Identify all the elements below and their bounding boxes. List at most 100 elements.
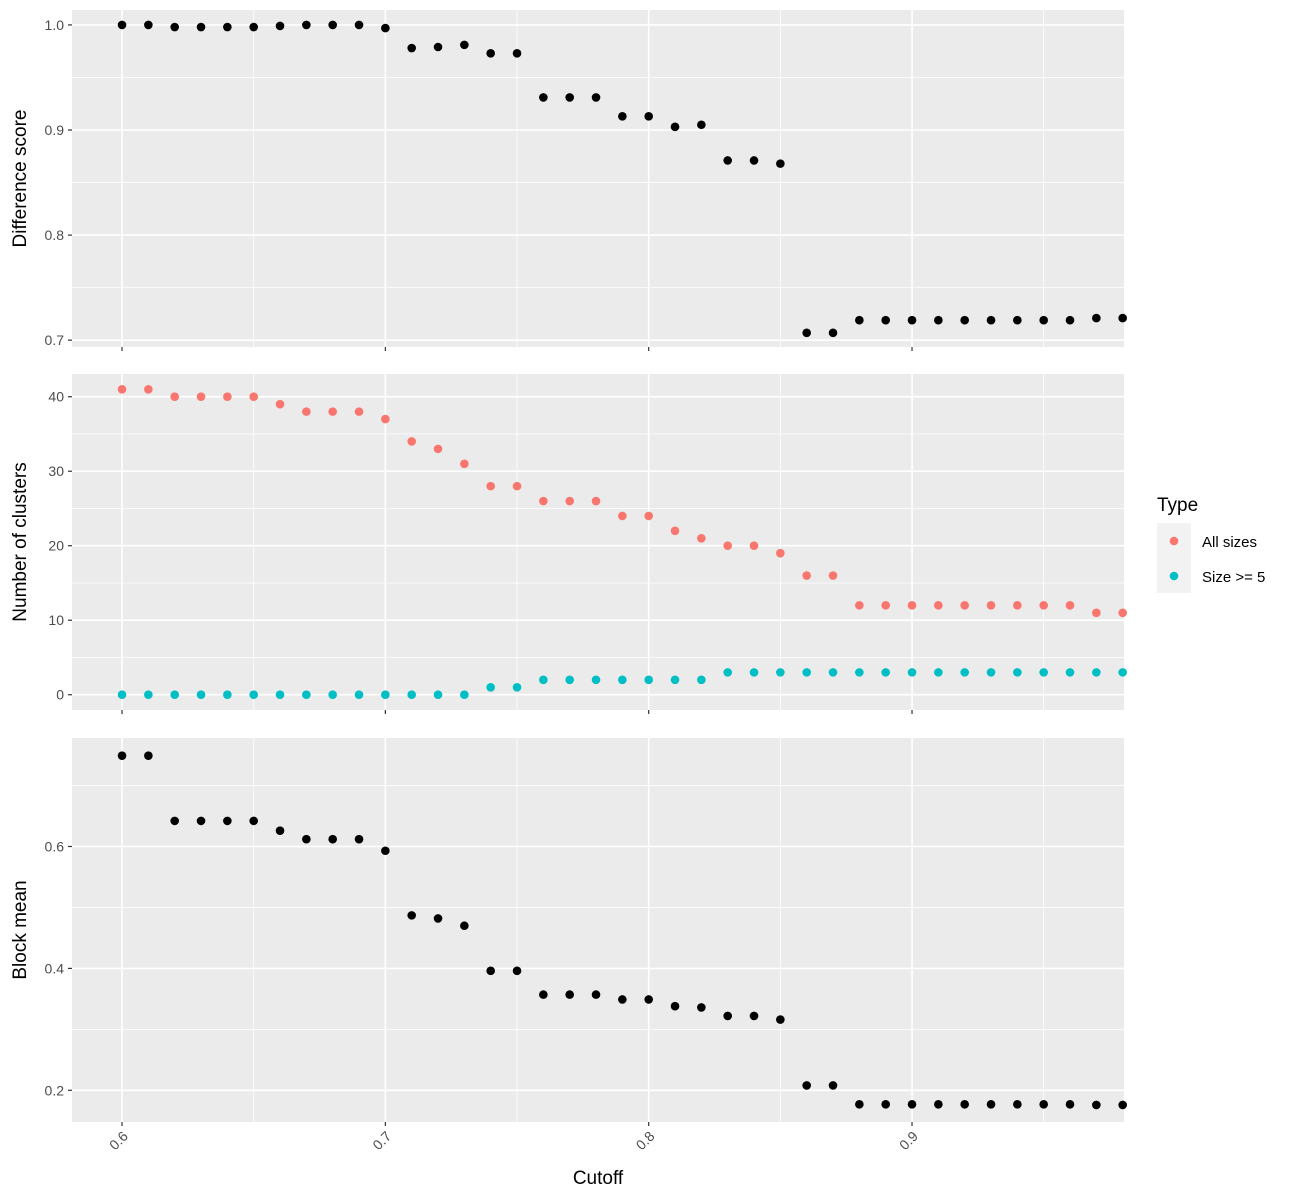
y-axis-title: Difference score [10, 110, 31, 248]
data-point [223, 22, 232, 32]
data-point [144, 751, 153, 760]
data-point [934, 668, 943, 677]
data-point [1065, 315, 1075, 325]
data-point [249, 392, 258, 402]
data-point [960, 315, 969, 325]
y-tick-label: 10 [48, 612, 64, 628]
data-point [512, 48, 522, 58]
data-point [433, 444, 443, 454]
data-point [328, 834, 337, 844]
data-point [433, 690, 443, 700]
panel-background [72, 10, 1124, 347]
data-point [881, 1100, 890, 1109]
data-point [618, 112, 627, 121]
data-point [223, 690, 232, 700]
legend-key-marker [1169, 571, 1179, 581]
x-tick-label: 0.9 [896, 1128, 921, 1153]
data-point [1039, 668, 1048, 677]
panel-1: 0.7 0.8 0.9 1.0 Difference score [10, 10, 1127, 351]
data-point [828, 1081, 838, 1090]
data-point [881, 315, 890, 325]
y-tick-label: 0 [56, 687, 64, 703]
data-point [934, 315, 943, 325]
data-point [907, 1100, 917, 1109]
data-point [1039, 601, 1048, 610]
data-point [275, 690, 285, 700]
data-point [802, 1081, 811, 1090]
legend: Type All sizes Size >= 5 [1157, 495, 1265, 593]
data-point [697, 675, 706, 685]
data-point [539, 93, 548, 102]
data-point [486, 682, 495, 692]
data-point [1092, 1100, 1101, 1110]
data-point [670, 526, 680, 536]
data-point [1092, 608, 1101, 618]
y-tick-label: 0.9 [45, 122, 65, 138]
data-point [407, 43, 416, 53]
data-point [723, 1011, 732, 1021]
data-point [960, 668, 969, 677]
data-point [1039, 315, 1048, 325]
data-point [802, 668, 811, 677]
data-point [670, 675, 680, 685]
legend-key-marker [1169, 536, 1179, 546]
panel-2: 0 10 20 30 40 Number of clusters [10, 374, 1127, 714]
y-tick-label: 30 [48, 463, 64, 479]
data-point [828, 668, 838, 677]
y-tick-label: 40 [48, 389, 64, 405]
data-point [697, 533, 706, 543]
data-point [776, 159, 785, 168]
data-point [907, 668, 917, 677]
data-point [223, 392, 232, 402]
data-point [644, 511, 653, 521]
data-point [855, 668, 864, 677]
data-point [407, 690, 416, 700]
y-tick-label: 0.7 [45, 332, 65, 348]
data-point [828, 328, 838, 338]
data-point [723, 541, 732, 551]
data-point [512, 682, 522, 692]
data-point [644, 995, 653, 1004]
data-point [117, 751, 127, 760]
series-1 [117, 20, 1127, 338]
data-point [275, 21, 285, 31]
data-point [196, 816, 206, 826]
data-point [802, 328, 811, 338]
data-point [512, 966, 522, 976]
data-point [328, 407, 337, 416]
data-point [407, 437, 416, 446]
data-point [354, 407, 364, 416]
data-point [802, 571, 811, 580]
data-point [486, 966, 495, 976]
data-point [907, 315, 917, 325]
data-point [144, 384, 153, 394]
x-tick-label: 0.6 [106, 1128, 131, 1153]
data-point [302, 690, 311, 700]
data-point [749, 668, 759, 677]
data-point [565, 990, 574, 999]
data-point [354, 834, 364, 844]
data-point [460, 40, 469, 50]
data-point [354, 690, 364, 700]
data-point [1092, 313, 1101, 323]
data-point [275, 399, 285, 409]
panels-layer: 0.7 0.8 0.9 1.0 Difference score 0 10 20 30 40 Num… [10, 10, 1127, 1153]
data-point [144, 20, 153, 30]
data-point [1013, 315, 1022, 325]
data-point [433, 42, 443, 52]
series-1 [117, 751, 1127, 1110]
data-point [776, 668, 785, 677]
data-point [302, 20, 311, 30]
data-point [565, 496, 574, 506]
data-point [855, 315, 864, 325]
data-point [512, 481, 522, 491]
data-point [196, 690, 206, 700]
data-point [986, 1100, 996, 1109]
data-point [776, 548, 785, 558]
data-point [196, 22, 206, 32]
data-point [381, 23, 390, 33]
data-point [749, 156, 759, 165]
data-point [591, 93, 601, 102]
y-tick-label: 0.4 [45, 960, 65, 976]
data-point [1013, 1100, 1022, 1109]
